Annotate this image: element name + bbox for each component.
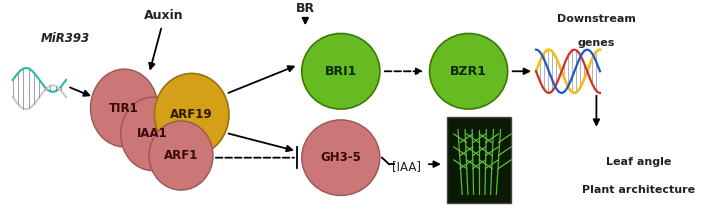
Text: TIR1: TIR1 (109, 102, 139, 114)
FancyBboxPatch shape (447, 117, 511, 203)
Text: BZR1: BZR1 (450, 65, 487, 78)
Text: GH3-5: GH3-5 (320, 151, 361, 164)
Ellipse shape (121, 97, 185, 171)
Text: Plant architecture: Plant architecture (582, 185, 696, 195)
Text: BR: BR (296, 2, 315, 15)
Text: [IAA]: [IAA] (392, 160, 420, 173)
Text: genes: genes (578, 38, 615, 48)
Ellipse shape (155, 73, 229, 156)
Ellipse shape (90, 69, 158, 147)
Text: ARF1: ARF1 (164, 149, 198, 162)
Text: Leaf angle: Leaf angle (606, 157, 672, 167)
Ellipse shape (302, 120, 380, 195)
Text: BRI1: BRI1 (324, 65, 357, 78)
Ellipse shape (302, 33, 380, 109)
Text: Auxin: Auxin (143, 9, 183, 22)
Ellipse shape (430, 33, 508, 109)
Text: IAA1: IAA1 (137, 127, 168, 140)
Text: Downstream: Downstream (557, 14, 636, 24)
Text: MiR393: MiR393 (41, 32, 90, 45)
Ellipse shape (149, 121, 213, 190)
Text: ARF19: ARF19 (170, 108, 213, 121)
